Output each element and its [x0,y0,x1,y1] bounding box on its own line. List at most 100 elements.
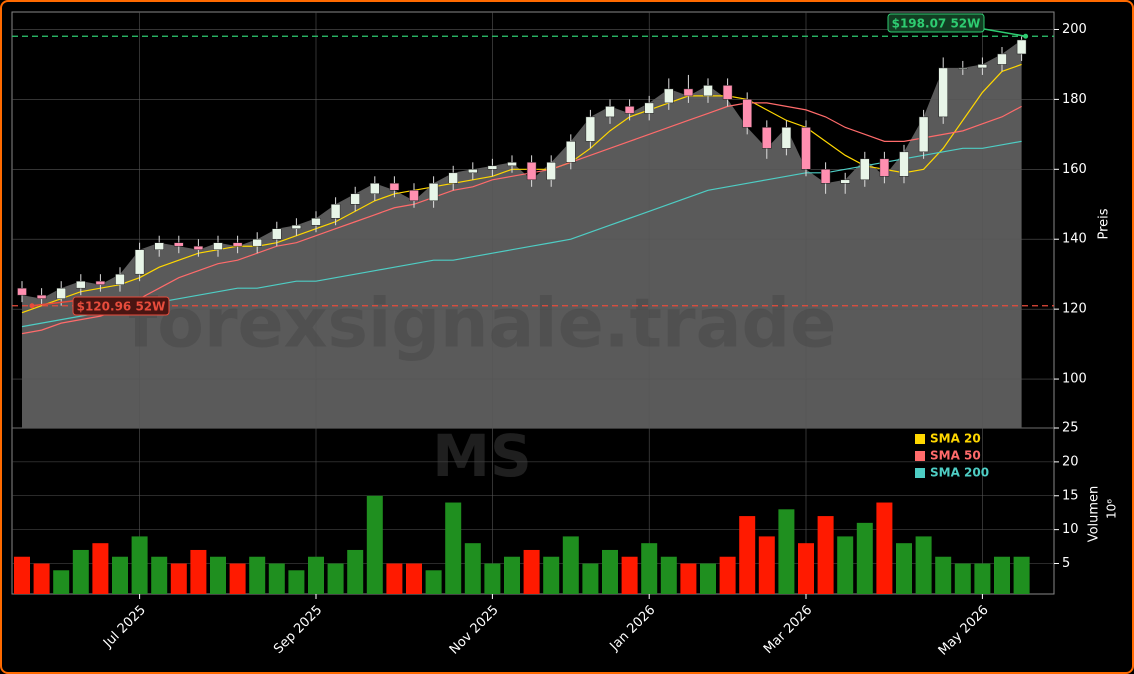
candle-body [860,158,870,181]
watermark-symbol: MS [432,422,532,490]
annotation-label: $198.07 52W [892,17,981,31]
volume-bar [562,536,579,594]
volume-bar [798,543,814,594]
candle-body [448,172,458,184]
volume-bar [837,536,854,594]
legend-swatch [915,434,925,444]
y-tick-label: 20 [1062,454,1079,469]
volume-bar [582,563,599,594]
y-tick-label: 200 [1062,22,1087,37]
volume-bar [366,495,383,594]
volume-bar [151,556,168,594]
volume-bar [347,549,364,594]
candle-body [350,193,360,205]
candle-body [311,218,321,226]
volume-bar [210,556,226,594]
y-tick-label: 100 [1062,372,1087,387]
candle-body [840,179,850,184]
candle-body [605,106,615,118]
candle-body [56,287,66,299]
annotation-arrow [983,28,1026,37]
candle-body [683,88,694,97]
volume-bar [386,563,403,594]
candle-body [781,127,792,149]
candle-body [252,238,262,247]
candle-body [742,99,752,128]
volume-bar [621,556,638,594]
volume-bar [112,556,128,594]
candle-body [115,273,125,285]
sma-line [21,140,1022,328]
volume-bar [543,556,560,594]
volume-bar [700,563,716,594]
volume-bar [896,543,912,594]
annotation-box [72,296,170,316]
candle-body [330,204,341,219]
volume-bar [229,563,246,594]
watermark: forexsignale.trade [128,285,837,364]
candle-body [801,127,811,170]
price-area [22,39,1022,429]
volume-bar [131,536,148,594]
candle-body [409,190,419,202]
annotation-label: $120.96 52W [77,300,166,314]
volume-bar [425,570,442,594]
volume-bar [406,563,422,594]
volume-bar [170,563,187,594]
annotation-box [887,13,985,33]
sma-line [21,63,1022,314]
volume-bar [974,563,991,594]
x-tick-label: Mar 2026 [761,603,815,657]
volume-bar [92,543,109,594]
candle-body [468,169,478,174]
x-tick-label: Jan 2026 [607,603,659,655]
candle-body [879,158,890,177]
volume-bar [33,563,50,594]
volume-bar [327,563,344,594]
candle-body [487,165,498,170]
candle-body [272,228,282,240]
candle-body [134,249,145,275]
x-tick-label: Jul 2025 [100,603,149,652]
x-tick-label: Nov 2025 [447,603,502,658]
candle-body [977,64,988,69]
y-tick-label: 160 [1062,162,1087,177]
volume-bar [249,556,266,594]
volume-bar [680,563,697,594]
candle-body [546,162,556,181]
legend-label: SMA 50 [930,449,981,463]
legend-label: SMA 20 [930,432,981,446]
volume-bar [954,563,971,594]
arrow-head [1023,33,1029,39]
candle-body [644,102,654,114]
y-tick-label: 5 [1062,556,1070,571]
volume-bar [53,570,70,594]
volume-axis-label: Volumen [1087,486,1102,543]
volume-bar [719,556,736,594]
legend-swatch [915,468,925,478]
arrow-head [29,303,35,309]
y-axis-label: Preis [1097,208,1112,239]
candle-body [174,242,184,247]
candle-body [624,106,635,114]
candle-body [899,151,909,177]
candle-body [1016,39,1027,55]
candle-body [566,141,576,163]
candle-body [213,242,223,250]
volume-bar [484,563,501,594]
candle-body [997,53,1007,65]
y-tick-label: 140 [1062,232,1087,247]
candle-body [507,162,517,167]
volume-bar [739,516,756,594]
volume-bar [308,556,324,594]
candle-body [95,280,106,285]
candle-body [664,88,674,104]
candle-body [291,224,302,229]
y-tick-label: 120 [1062,302,1087,317]
candle-body [762,127,772,149]
y-tick-label: 10 [1062,522,1079,537]
candle-body [232,242,243,247]
candle-body [722,85,733,100]
